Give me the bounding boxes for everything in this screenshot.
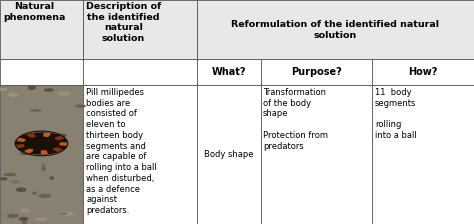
Polygon shape: [17, 138, 25, 141]
Ellipse shape: [11, 181, 19, 183]
Text: Natural
phenomena: Natural phenomena: [3, 2, 65, 22]
Ellipse shape: [17, 188, 26, 191]
Ellipse shape: [22, 151, 30, 153]
Ellipse shape: [42, 164, 45, 165]
Polygon shape: [44, 133, 50, 136]
Polygon shape: [27, 134, 35, 137]
Polygon shape: [25, 149, 33, 153]
Ellipse shape: [9, 93, 18, 96]
Bar: [83, 59, 197, 85]
Polygon shape: [55, 136, 64, 140]
Ellipse shape: [33, 192, 36, 194]
Ellipse shape: [19, 218, 27, 220]
Text: Purpose?: Purpose?: [291, 67, 342, 77]
Bar: [372, 85, 474, 224]
Bar: [83, 0, 197, 59]
Ellipse shape: [50, 177, 53, 179]
Ellipse shape: [27, 90, 36, 93]
Ellipse shape: [21, 209, 30, 212]
Bar: [0, 85, 83, 224]
Ellipse shape: [5, 174, 16, 175]
Text: Body shape: Body shape: [204, 150, 254, 159]
Bar: [0, 0, 83, 59]
Polygon shape: [60, 143, 67, 145]
Ellipse shape: [28, 86, 35, 89]
Text: Description of
the identified
natural
solution: Description of the identified natural so…: [86, 2, 161, 43]
Ellipse shape: [39, 194, 50, 197]
Bar: [372, 59, 474, 85]
Ellipse shape: [61, 212, 73, 215]
Polygon shape: [54, 148, 62, 151]
Text: 11  body
segments

rolling
into a ball: 11 body segments rolling into a ball: [375, 88, 417, 140]
Ellipse shape: [59, 92, 70, 95]
Bar: [197, 0, 474, 59]
Ellipse shape: [22, 220, 27, 224]
Ellipse shape: [61, 197, 72, 199]
Bar: [261, 85, 372, 224]
Ellipse shape: [22, 151, 31, 153]
Ellipse shape: [8, 215, 18, 217]
Ellipse shape: [30, 110, 41, 111]
Polygon shape: [41, 151, 47, 154]
Text: What?: What?: [211, 67, 246, 77]
Ellipse shape: [61, 213, 67, 214]
Ellipse shape: [0, 88, 7, 90]
Text: How?: How?: [409, 67, 438, 77]
Ellipse shape: [45, 89, 53, 91]
Ellipse shape: [55, 134, 66, 137]
Ellipse shape: [32, 221, 43, 224]
Bar: [261, 59, 372, 85]
Ellipse shape: [76, 105, 85, 107]
Bar: [0, 59, 83, 85]
Bar: [197, 59, 261, 85]
Bar: [83, 85, 197, 224]
Text: Reformulation of the identified natural
solution: Reformulation of the identified natural …: [231, 20, 439, 40]
Ellipse shape: [36, 218, 46, 220]
Text: Transformation
of the body
shape

Protection from
predators: Transformation of the body shape Protect…: [263, 88, 328, 151]
Text: Pill millipedes
bodies are
consisted of
eleven to
thirteen body
segments and
are: Pill millipedes bodies are consisted of …: [86, 88, 157, 215]
Ellipse shape: [1, 178, 7, 180]
Bar: [197, 85, 261, 224]
Ellipse shape: [42, 166, 45, 170]
Ellipse shape: [20, 153, 32, 154]
Polygon shape: [16, 145, 24, 147]
Polygon shape: [16, 133, 67, 154]
